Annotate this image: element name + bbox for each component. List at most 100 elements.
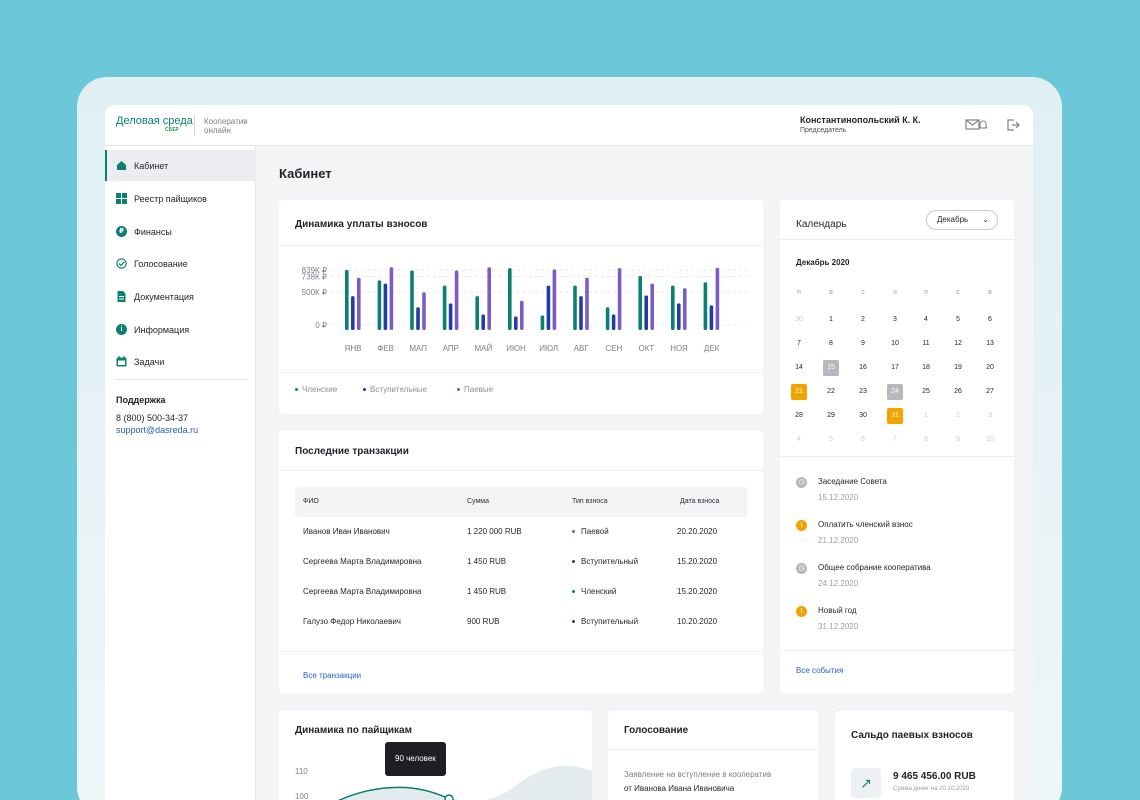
support-email[interactable]: support@dasreda.ru <box>116 425 199 435</box>
calendar-day[interactable]: 8 <box>829 340 833 347</box>
bar[interactable] <box>416 307 420 330</box>
bar[interactable] <box>638 275 642 330</box>
calendar-day[interactable]: 7 <box>797 340 801 347</box>
calendar-day[interactable]: 30 <box>859 412 867 419</box>
event-title[interactable]: Оплатить членский взнос <box>818 520 913 529</box>
bar[interactable] <box>520 300 524 330</box>
bar[interactable] <box>377 280 382 330</box>
bar[interactable] <box>579 296 583 330</box>
bar[interactable] <box>573 285 577 330</box>
calendar-day[interactable]: 29 <box>827 412 835 419</box>
sidebar-item-info[interactable]: i Информация <box>105 314 256 345</box>
calendar-day[interactable]: 4 <box>797 436 801 443</box>
all-transactions-link[interactable]: Все транзакции <box>303 671 362 680</box>
calendar-day[interactable]: 23 <box>859 388 867 395</box>
sidebar-item-finance[interactable]: ₽ Финансы <box>105 216 256 247</box>
calendar-day[interactable]: 14 <box>795 364 803 371</box>
calendar-day[interactable]: 8 <box>924 436 928 443</box>
bar[interactable] <box>357 277 361 330</box>
bar[interactable] <box>481 314 485 330</box>
calendar-day[interactable]: 6 <box>861 436 865 443</box>
calendar-day[interactable]: 3 <box>988 412 992 419</box>
calendar-day[interactable]: 30 <box>795 316 803 323</box>
bar[interactable] <box>715 267 720 330</box>
calendar-day[interactable]: 5 <box>829 436 833 443</box>
calendar-day[interactable]: 26 <box>954 388 962 395</box>
calendar-day[interactable]: 2 <box>956 412 960 419</box>
calendar-day[interactable]: 12 <box>954 340 962 347</box>
bar[interactable] <box>677 303 681 330</box>
calendar-day[interactable]: 13 <box>986 340 994 347</box>
calendar-day[interactable]: 10 <box>986 436 994 443</box>
calendar-day[interactable]: 28 <box>795 412 803 419</box>
calendar-day[interactable]: 31 <box>887 408 903 424</box>
bar[interactable] <box>671 285 675 330</box>
bar[interactable] <box>448 303 453 330</box>
event-title[interactable]: Новый год <box>818 606 857 615</box>
calendar-day[interactable]: 15 <box>823 360 839 376</box>
calendar-day[interactable]: 7 <box>893 436 897 443</box>
month-select[interactable]: Декабрь ⌄ <box>926 210 998 230</box>
calendar-day[interactable]: 24 <box>887 384 903 400</box>
calendar-day[interactable]: 2 <box>861 316 865 323</box>
bar[interactable] <box>410 270 414 330</box>
sidebar-item-documents[interactable]: Документация <box>105 281 256 312</box>
bar[interactable] <box>475 296 479 330</box>
logo[interactable]: Деловая среда <box>116 115 193 127</box>
bar[interactable] <box>644 295 648 330</box>
calendar-day[interactable]: 9 <box>956 436 960 443</box>
calendar-day[interactable]: 4 <box>924 316 928 323</box>
sidebar-item-tasks[interactable]: Задачи <box>105 346 256 377</box>
calendar-day[interactable]: 18 <box>922 364 930 371</box>
calendar-day[interactable]: 22 <box>827 388 835 395</box>
bar[interactable] <box>345 269 349 330</box>
bar[interactable] <box>552 269 557 330</box>
table-row[interactable]: Сергеева Марта Владимировна 1 450 RUB Чл… <box>295 577 747 607</box>
bar[interactable] <box>422 292 426 330</box>
table-row[interactable]: Сергеева Марта Владимировна 1 450 RUB Вс… <box>295 547 747 577</box>
calendar-day[interactable]: 27 <box>986 388 994 395</box>
bar[interactable] <box>383 283 388 330</box>
mail-bell-icon[interactable] <box>965 118 988 132</box>
calendar-day[interactable]: 5 <box>956 316 960 323</box>
bar[interactable] <box>605 307 610 330</box>
event-title[interactable]: Заседание Совета <box>818 477 887 486</box>
bar[interactable] <box>487 267 491 330</box>
logout-icon[interactable] <box>1004 118 1022 132</box>
bar[interactable] <box>351 296 355 330</box>
calendar-day[interactable]: 19 <box>954 364 962 371</box>
calendar-day[interactable]: 1 <box>829 316 833 323</box>
table-row[interactable]: Иванов Иван Иванович 1 220 000 RUB Паево… <box>295 517 747 547</box>
calendar-day[interactable]: 11 <box>922 340 930 347</box>
bar[interactable] <box>617 268 622 330</box>
calendar-day[interactable]: 1 <box>924 412 928 419</box>
user-name[interactable]: Константинопольский К. К. <box>800 115 921 125</box>
bar[interactable] <box>540 315 545 330</box>
bar[interactable] <box>611 314 616 330</box>
bar[interactable] <box>546 285 551 330</box>
bar[interactable] <box>650 283 654 330</box>
all-events-link[interactable]: Все события <box>796 666 844 675</box>
bar[interactable] <box>709 305 714 330</box>
members-point[interactable] <box>444 794 454 800</box>
calendar-day[interactable]: 20 <box>986 364 994 371</box>
sidebar-item-registry[interactable]: Реестр пайщиков <box>105 183 256 214</box>
calendar-day[interactable]: 21 <box>791 384 807 400</box>
calendar-day[interactable]: 25 <box>922 388 930 395</box>
calendar-day[interactable]: 10 <box>891 340 899 347</box>
bar[interactable] <box>508 268 512 330</box>
bar[interactable] <box>442 285 447 330</box>
bar[interactable] <box>585 277 589 330</box>
sidebar-item-voting[interactable]: Голосование <box>105 248 256 279</box>
bar[interactable] <box>683 288 687 330</box>
bar[interactable] <box>703 282 708 330</box>
calendar-day[interactable]: 3 <box>893 316 897 323</box>
calendar-day[interactable]: 16 <box>859 364 867 371</box>
event-title[interactable]: Общее собрание кооператива <box>818 563 931 572</box>
bar[interactable] <box>454 270 459 330</box>
calendar-day[interactable]: 17 <box>891 364 899 371</box>
bar[interactable] <box>389 267 394 330</box>
calendar-day[interactable]: 6 <box>988 316 992 323</box>
table-row[interactable]: Галузо Федор Николаевич 900 RUB Вступите… <box>295 607 747 637</box>
sidebar-item-cabinet[interactable]: Кабинет <box>105 150 256 181</box>
